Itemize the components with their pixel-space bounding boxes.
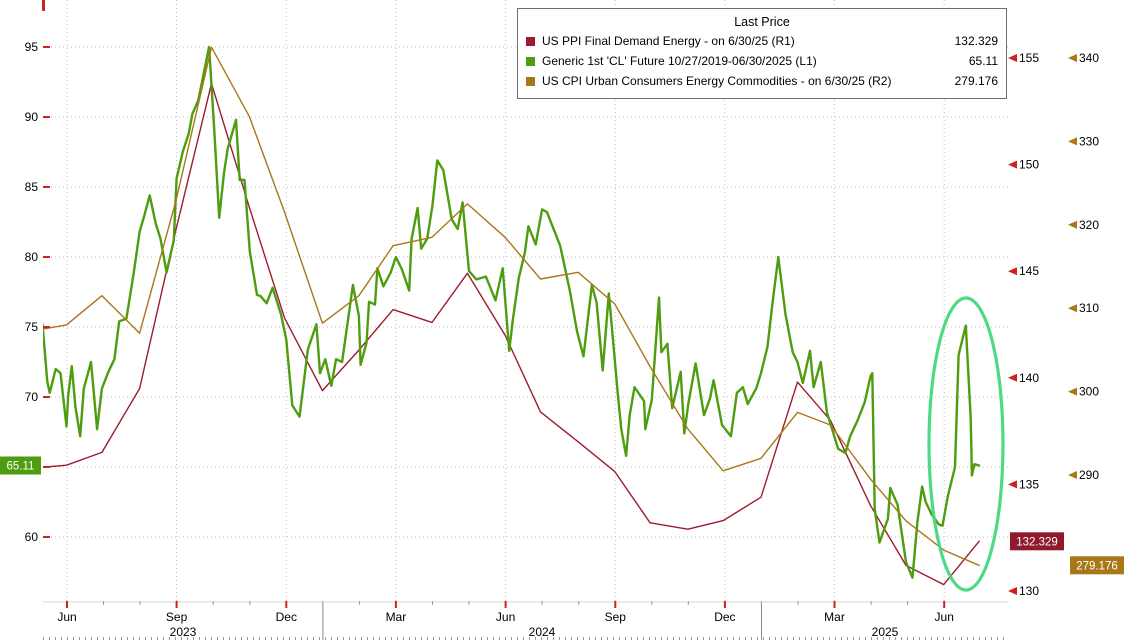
svg-text:150: 150 bbox=[1019, 158, 1039, 172]
last-price-badge-cpi: 279.176 bbox=[1070, 556, 1124, 575]
legend-title: Last Price bbox=[734, 15, 790, 29]
last-price-badge-cl: 65.11 bbox=[0, 456, 41, 475]
svg-text:2023: 2023 bbox=[170, 625, 197, 639]
series-swatch-cl bbox=[526, 56, 535, 66]
svg-text:90: 90 bbox=[25, 110, 39, 124]
x-axis: Jun Sep Dec Mar Jun Sep Dec Mar Jun 2023 2024 2025 bbox=[43, 601, 1008, 640]
svg-text:75: 75 bbox=[25, 320, 39, 334]
series-line-cpi bbox=[43, 46, 980, 566]
svg-text:Dec: Dec bbox=[276, 610, 297, 624]
svg-text:132.329: 132.329 bbox=[1016, 536, 1058, 548]
svg-text:Jun: Jun bbox=[935, 610, 954, 624]
right-axis-r2: 290 300 310 320 330 340 279.176 bbox=[1068, 51, 1124, 575]
svg-text:330: 330 bbox=[1079, 134, 1099, 148]
legend-label: Generic 1st 'CL' Future 10/27/2019-06/30… bbox=[542, 54, 817, 68]
svg-text:Dec: Dec bbox=[714, 610, 735, 624]
svg-text:Mar: Mar bbox=[824, 610, 845, 624]
legend-label: US PPI Final Demand Energy - on 6/30/25 … bbox=[542, 34, 795, 48]
svg-text:Mar: Mar bbox=[386, 610, 407, 624]
svg-text:85: 85 bbox=[25, 180, 39, 194]
svg-text:290: 290 bbox=[1079, 468, 1099, 482]
right-axis-r1: 130 135 140 145 150 155 132.329 bbox=[1008, 51, 1064, 598]
legend-entry-cpi[interactable]: US CPI Urban Consumers Energy Commoditie… bbox=[526, 71, 998, 91]
svg-text:2024: 2024 bbox=[529, 625, 556, 639]
svg-text:Jun: Jun bbox=[496, 610, 515, 624]
svg-text:279.176: 279.176 bbox=[1076, 560, 1118, 572]
last-price-badge-ppi: 132.329 bbox=[1010, 532, 1064, 551]
svg-text:320: 320 bbox=[1079, 218, 1099, 232]
svg-text:65.11: 65.11 bbox=[7, 461, 35, 473]
series-swatch-ppi bbox=[526, 36, 535, 46]
legend-value: 279.176 bbox=[954, 74, 998, 88]
svg-text:80: 80 bbox=[25, 250, 39, 264]
svg-text:145: 145 bbox=[1019, 264, 1039, 278]
svg-text:340: 340 bbox=[1079, 51, 1099, 65]
legend-entry-ppi[interactable]: US PPI Final Demand Energy - on 6/30/25 … bbox=[526, 31, 998, 51]
series-line-cl bbox=[43, 45, 981, 579]
legend-value: 65.11 bbox=[968, 54, 998, 68]
svg-text:60: 60 bbox=[25, 530, 39, 544]
svg-text:310: 310 bbox=[1079, 301, 1099, 315]
svg-text:2025: 2025 bbox=[872, 625, 899, 639]
series-line-ppi bbox=[43, 82, 980, 586]
left-axis: 6065707580859095 65.11 bbox=[0, 0, 50, 544]
svg-text:155: 155 bbox=[1019, 51, 1039, 65]
legend-label: US CPI Urban Consumers Energy Commoditie… bbox=[542, 74, 892, 88]
svg-text:Sep: Sep bbox=[166, 610, 188, 624]
svg-text:95: 95 bbox=[25, 40, 39, 54]
svg-text:135: 135 bbox=[1019, 477, 1039, 491]
legend-rows: US PPI Final Demand Energy - on 6/30/25 … bbox=[526, 31, 998, 91]
legend: Last Price US PPI Final Demand Energy - … bbox=[517, 8, 1007, 99]
svg-text:130: 130 bbox=[1019, 584, 1039, 598]
svg-text:300: 300 bbox=[1079, 385, 1099, 399]
highlight-ellipse-annotation bbox=[927, 296, 1005, 592]
svg-text:Jun: Jun bbox=[57, 610, 76, 624]
series-swatch-cpi bbox=[526, 76, 535, 86]
legend-entry-cl[interactable]: Generic 1st 'CL' Future 10/27/2019-06/30… bbox=[526, 51, 998, 71]
bottom-tick-strip bbox=[43, 637, 1008, 640]
svg-text:140: 140 bbox=[1019, 371, 1039, 385]
svg-text:70: 70 bbox=[25, 390, 39, 404]
svg-text:Sep: Sep bbox=[605, 610, 627, 624]
legend-value: 132.329 bbox=[954, 34, 998, 48]
